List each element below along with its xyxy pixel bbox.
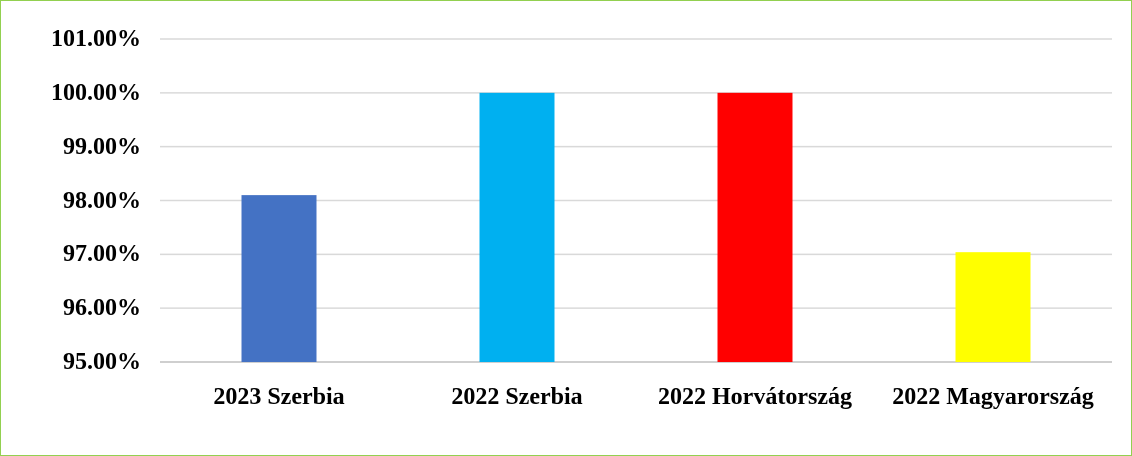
x-tick-label: 2022 Magyarország <box>892 384 1094 410</box>
bar <box>717 92 793 362</box>
y-tick-label: 99.00% <box>63 133 141 160</box>
y-tick-label: 100.00% <box>51 79 141 106</box>
y-tick-label: 95.00% <box>63 349 141 375</box>
x-tick-label: 2023 Szerbia <box>213 384 345 410</box>
bar <box>479 92 555 362</box>
x-tick-label: 2022 Szerbia <box>451 384 583 410</box>
y-tick-label: 97.00% <box>63 241 141 268</box>
x-tick-label: 2022 Horvátország <box>658 384 852 410</box>
y-tick-label: 96.00% <box>63 295 141 322</box>
bar <box>955 252 1031 362</box>
y-tick-label: 101.00% <box>51 26 141 52</box>
y-tick-label: 98.00% <box>63 187 141 214</box>
bar <box>241 195 317 362</box>
